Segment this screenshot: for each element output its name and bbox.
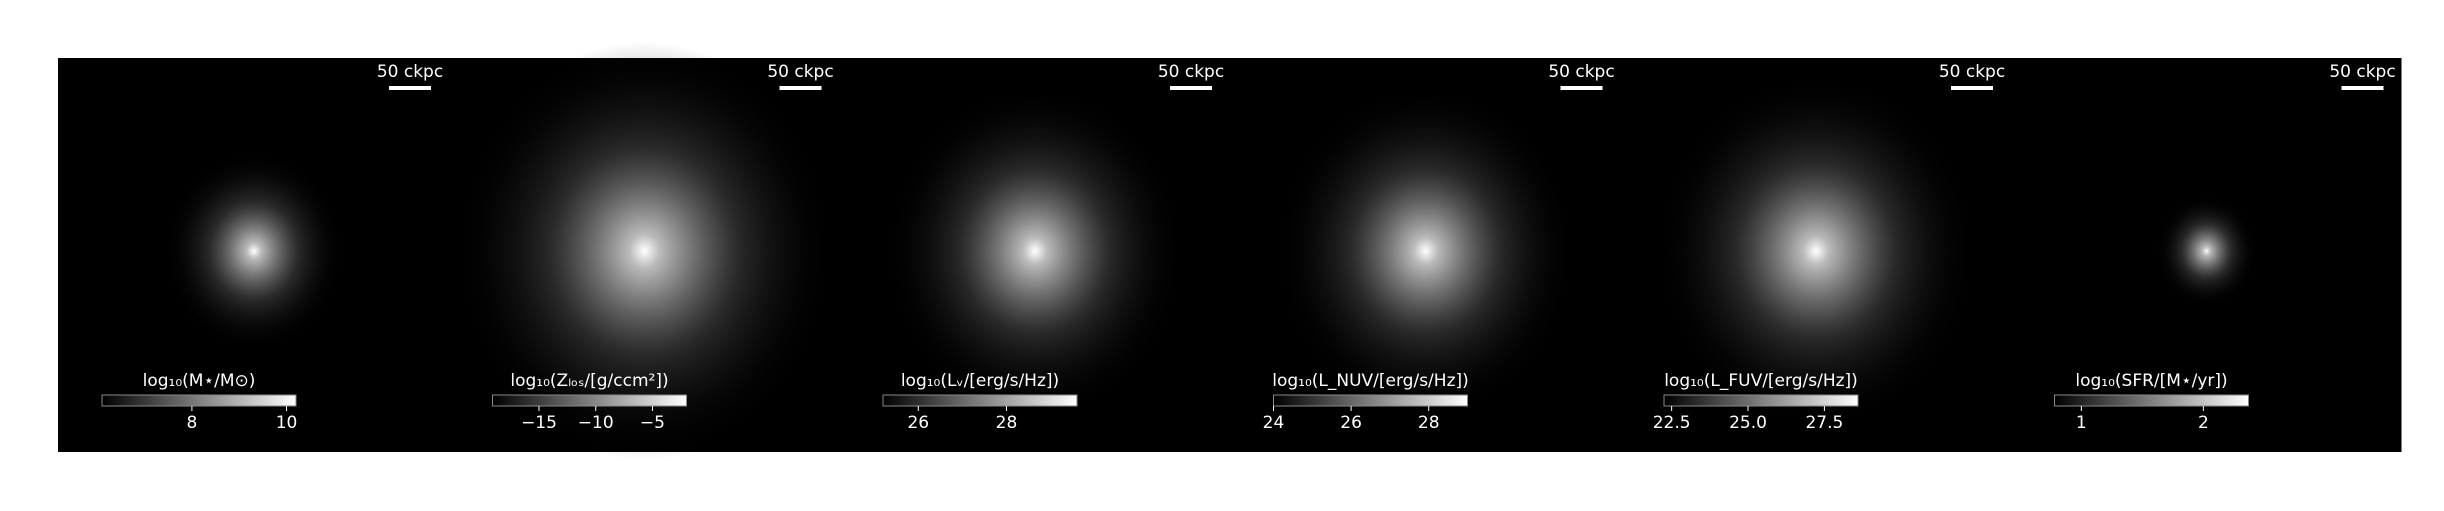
colorbar-tick-label: 28 — [1418, 413, 1440, 433]
scale-bar — [1951, 86, 1993, 90]
colorbar-tick-label: 28 — [996, 413, 1018, 433]
scale-bar — [389, 86, 431, 90]
colorbar-label: log₁₀(Lᵥ/[erg/s/Hz]) — [901, 371, 1059, 391]
galaxy-image — [1275, 86, 1576, 416]
scale-bar-label: 50 ckpc — [377, 62, 443, 82]
scale-bar-label: 50 ckpc — [1939, 62, 2005, 82]
colorbar-label: log₁₀(L_NUV/[erg/s/Hz]) — [1272, 371, 1469, 391]
scale-bar-label: 50 ckpc — [767, 62, 833, 82]
colorbar — [2054, 394, 2249, 407]
colorbar — [492, 394, 687, 407]
colorbar-tick-label: 10 — [276, 413, 298, 433]
colorbar-label: log₁₀(L_FUV/[erg/s/Hz]) — [1664, 371, 1858, 391]
colorbar-tick-label: 2 — [2198, 413, 2209, 433]
galaxy-image — [2156, 196, 2257, 306]
colorbar-tick-label: −10 — [578, 413, 614, 433]
colorbar-tick-label: 25.0 — [1729, 413, 1767, 433]
colorbar-tick-label: 1 — [2076, 413, 2087, 433]
colorbar-label: log₁₀(M⋆/M⊙) — [143, 371, 256, 391]
colorbar-tick-label: 26 — [1340, 413, 1362, 433]
scale-bar — [1560, 86, 1603, 90]
colorbar-tick-label: −5 — [640, 413, 665, 433]
galaxy-image — [164, 152, 344, 350]
galaxy-image — [885, 86, 1185, 416]
galaxy-image — [454, 42, 835, 460]
galaxy-image — [1656, 75, 1976, 427]
scale-bar — [2341, 86, 2384, 90]
colorbar-tick-label: −15 — [521, 413, 557, 433]
scale-bar-label: 50 ckpc — [1158, 62, 1224, 82]
colorbar-label: log₁₀(SFR/[M⋆/yr]) — [2075, 371, 2227, 391]
colorbar-tick-label: 22.5 — [1653, 413, 1691, 433]
colorbar — [882, 394, 1078, 407]
scale-bar-label: 50 ckpc — [2329, 62, 2395, 82]
colorbar — [1663, 394, 1859, 407]
colorbar-tick-label: 8 — [186, 413, 197, 433]
scale-bar — [1170, 86, 1212, 90]
colorbar-label: log₁₀(Zₗₒₛ/[g/ccm²]) — [510, 371, 668, 391]
scale-bar-label: 50 ckpc — [1548, 62, 1614, 82]
colorbar-tick-label: 24 — [1263, 413, 1285, 433]
colorbar-tick-label: 26 — [907, 413, 929, 433]
scale-bar — [779, 86, 822, 90]
colorbar — [101, 394, 297, 407]
colorbar-tick-label: 27.5 — [1805, 413, 1843, 433]
colorbar — [1273, 394, 1468, 407]
